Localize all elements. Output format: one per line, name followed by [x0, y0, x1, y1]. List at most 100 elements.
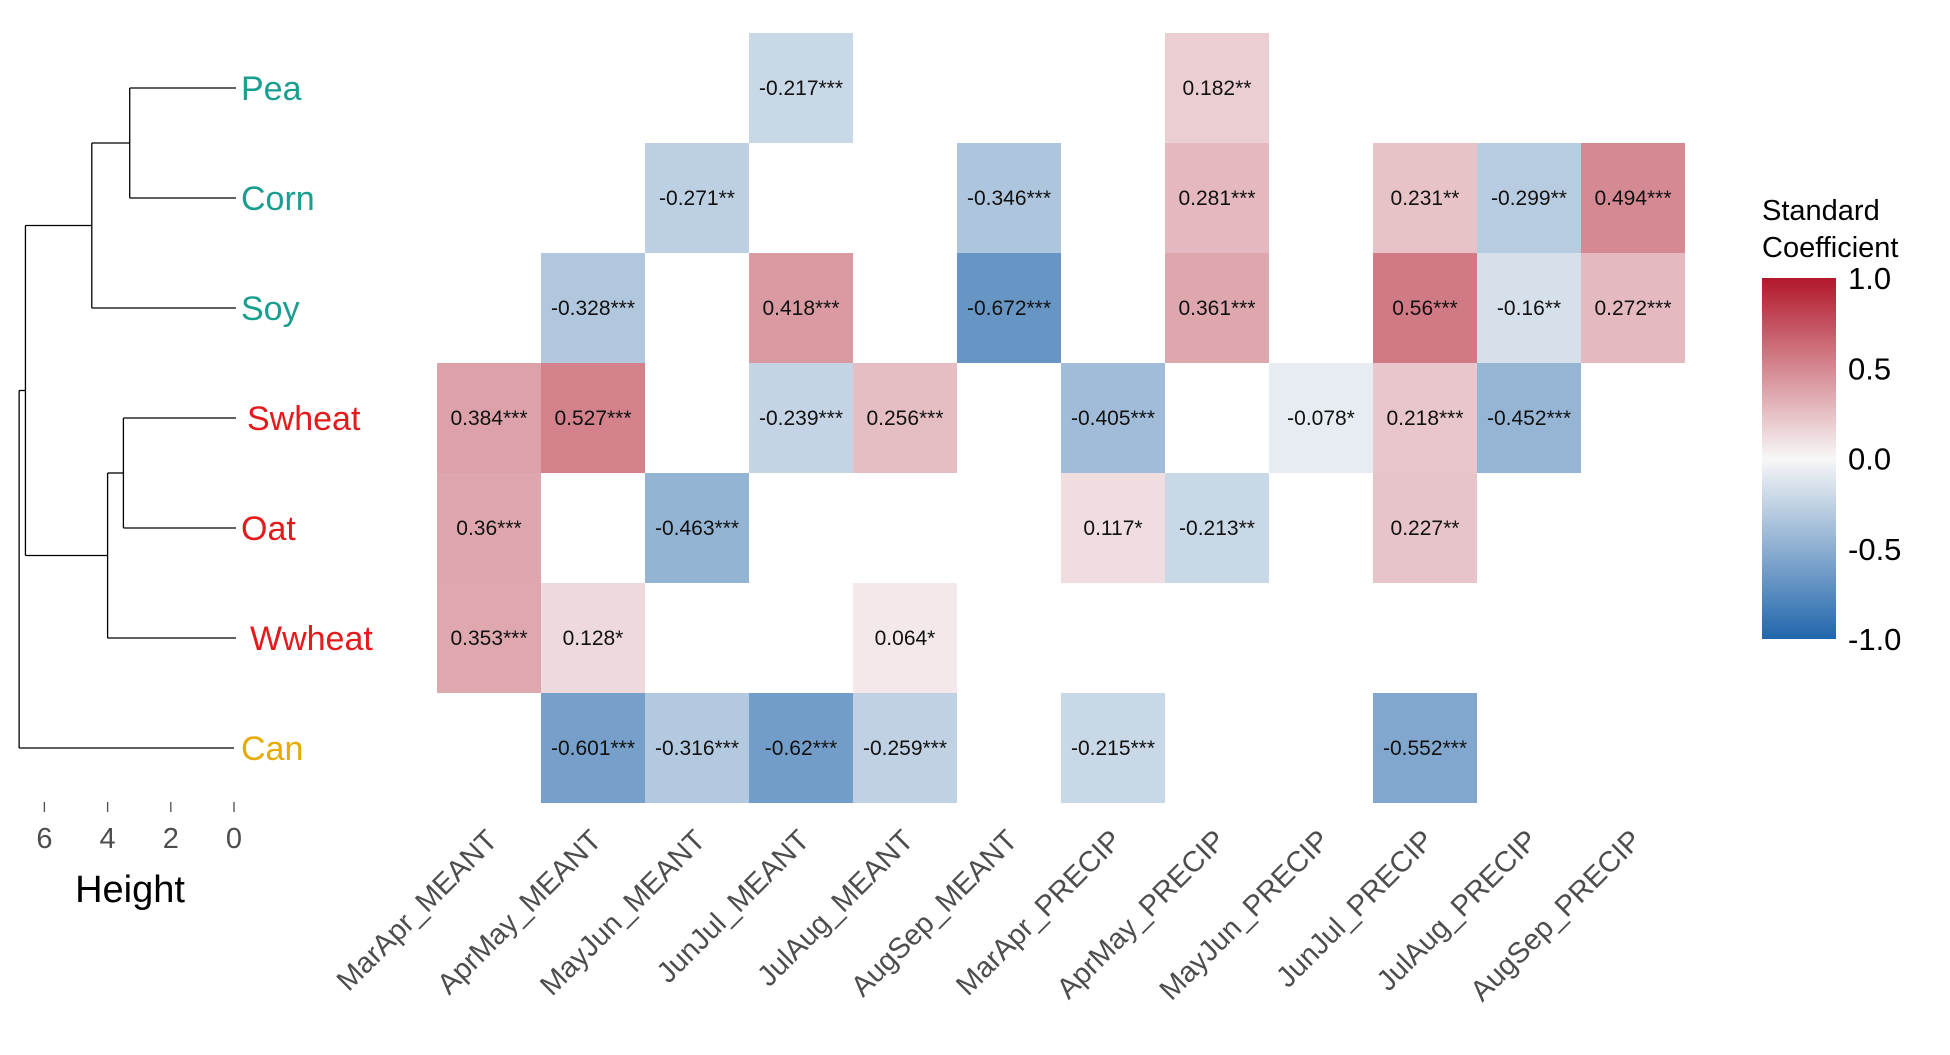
heatmap-cell	[1165, 473, 1269, 583]
cell-oat-aprmay-precip: -0.213**	[1165, 473, 1269, 583]
cell-wwheat-julaug-meant: 0.064*	[853, 583, 957, 693]
cell-soy-aprmay-meant: -0.328***	[541, 253, 645, 363]
heatmap-cell	[957, 253, 1061, 363]
cell-value-label: -0.299**	[1491, 187, 1567, 210]
cell-value-label: -0.213**	[1179, 517, 1255, 540]
heatmap-cell	[437, 583, 541, 693]
cell-value-label: 0.418***	[762, 297, 839, 320]
heatmap-cell	[1477, 253, 1581, 363]
heatmap-cell	[1373, 253, 1477, 363]
cell-value-label: 0.494***	[1594, 187, 1671, 210]
cell-value-label: 0.36***	[456, 517, 521, 540]
cell-value-label: 0.353***	[450, 627, 527, 650]
dendrogram-tick-label: 4	[100, 823, 116, 855]
cell-swheat-junjul-meant: -0.239***	[749, 363, 853, 473]
heatmap-cell	[853, 693, 957, 803]
heatmap-cell	[749, 33, 853, 143]
cell-value-label: -0.552***	[1383, 737, 1467, 760]
legend-title-line-1: Standard	[1762, 195, 1880, 227]
cell-value-label: 0.281***	[1178, 187, 1255, 210]
heatmap-cell	[645, 693, 749, 803]
cell-soy-junjul-meant: 0.418***	[749, 253, 853, 363]
cell-pea-aprmay-precip: 0.182**	[1165, 33, 1269, 143]
cell-swheat-marapr-meant: 0.384***	[437, 363, 541, 473]
cell-oat-marapr-meant: 0.36***	[437, 473, 541, 583]
cell-swheat-marapr-precip: -0.405***	[1061, 363, 1165, 473]
dendrogram-axis: Height 6 4 2 0	[36, 802, 242, 911]
dendrogram-tick-label: 6	[36, 823, 52, 855]
cell-value-label: -0.672***	[967, 297, 1051, 320]
heatmap-cell	[645, 143, 749, 253]
heatmap-cell	[1061, 693, 1165, 803]
heatmap-cell	[957, 143, 1061, 253]
heatmap-cell	[1373, 363, 1477, 473]
heatmap-cell	[1269, 363, 1373, 473]
cell-value-label: -0.463***	[655, 517, 739, 540]
cell-value-label: -0.239***	[759, 407, 843, 430]
legend-colorbar	[1762, 278, 1836, 639]
heatmap-cell	[1373, 473, 1477, 583]
cell-soy-junjul-precip: 0.56***	[1373, 253, 1477, 363]
cell-value-label: 0.361***	[1178, 297, 1255, 320]
heatmap-cell	[1061, 363, 1165, 473]
heatmap-cell	[1581, 143, 1685, 253]
cell-value-label: 0.064*	[875, 627, 936, 650]
cell-swheat-julaug-meant: 0.256***	[853, 363, 957, 473]
legend-tick-label: 0.0	[1848, 442, 1891, 477]
cell-oat-marapr-precip: 0.117*	[1061, 473, 1165, 583]
heatmap-cell	[1061, 473, 1165, 583]
cell-value-label: -0.215***	[1071, 737, 1155, 760]
cell-value-label: -0.217***	[759, 77, 843, 100]
cell-wwheat-aprmay-meant: 0.128*	[541, 583, 645, 693]
legend-tick-label: -1.0	[1848, 622, 1901, 657]
cell-value-label: 0.527***	[554, 407, 631, 430]
cell-wwheat-marapr-meant: 0.353***	[437, 583, 541, 693]
dendrogram-tick-label: 2	[163, 823, 179, 855]
cell-can-junjul-meant: -0.62***	[749, 693, 853, 803]
heatmap-cell	[853, 583, 957, 693]
cell-corn-aprmay-precip: 0.281***	[1165, 143, 1269, 253]
cell-value-label: -0.452***	[1487, 407, 1571, 430]
cell-value-label: 0.128*	[563, 627, 624, 650]
cell-corn-mayjun-meant: -0.271**	[645, 143, 749, 253]
cell-can-aprmay-meant: -0.601***	[541, 693, 645, 803]
row-label-corn: Corn	[241, 180, 315, 218]
heatmap-cell	[1477, 363, 1581, 473]
heatmap-cell	[1165, 33, 1269, 143]
cell-can-marapr-precip: -0.215***	[1061, 693, 1165, 803]
color-legend: Standard Coefficient 1.0 0.5 0.0 -0.5 -1.0	[1762, 195, 1901, 657]
cell-pea-junjul-meant: -0.217***	[749, 33, 853, 143]
cell-value-label: -0.271**	[659, 187, 735, 210]
cell-value-label: -0.62***	[765, 737, 837, 760]
row-label-oat: Oat	[241, 510, 296, 548]
heatmap-cell	[1165, 253, 1269, 363]
row-label-swheat: Swheat	[247, 400, 361, 438]
cell-corn-junjul-precip: 0.231**	[1373, 143, 1477, 253]
heatmap-cell	[1581, 253, 1685, 363]
heatmap-cell	[645, 473, 749, 583]
cell-value-label: -0.078*	[1287, 407, 1355, 430]
cell-can-mayjun-meant: -0.316***	[645, 693, 749, 803]
cell-corn-julaug-precip: -0.299**	[1477, 143, 1581, 253]
legend-title-line-2: Coefficient	[1762, 232, 1899, 264]
legend-tick-label: 0.5	[1848, 351, 1891, 386]
cell-can-junjul-precip: -0.552***	[1373, 693, 1477, 803]
legend-ticks: 1.0 0.5 0.0 -0.5 -1.0	[1848, 261, 1901, 657]
cell-value-label: -0.259***	[863, 737, 947, 760]
cell-value-label: 0.384***	[450, 407, 527, 430]
cell-value-label: -0.16**	[1497, 297, 1561, 320]
row-label-wwheat: Wwheat	[250, 620, 373, 658]
column-label-augsep-precip: AugSep_PRECIP	[1465, 824, 1648, 1007]
cell-oat-junjul-precip: 0.227**	[1373, 473, 1477, 583]
cell-soy-augsep-meant: -0.672***	[957, 253, 1061, 363]
column-labels: MarApr_MEANTAprMay_MEANTMayJun_MEANTJunJ…	[331, 824, 1648, 1008]
cell-value-label: 0.218***	[1386, 407, 1463, 430]
heatmap-cell	[749, 693, 853, 803]
cell-value-label: 0.182**	[1183, 77, 1252, 100]
cell-swheat-mayjun-precip: -0.078*	[1269, 363, 1373, 473]
legend-tick-label: -0.5	[1848, 532, 1901, 567]
heatmap-cell	[437, 363, 541, 473]
heatmap-cell	[541, 253, 645, 363]
